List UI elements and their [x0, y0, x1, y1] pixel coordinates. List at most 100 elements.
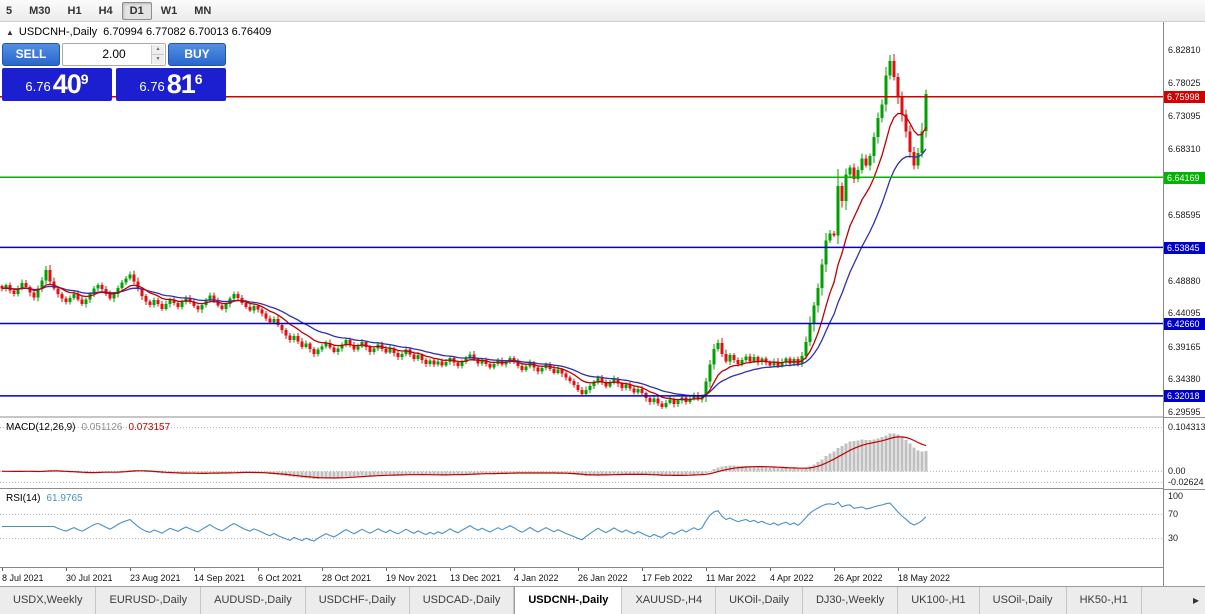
time-axis-label: 30 Jul 2021	[66, 573, 113, 583]
chart-title: ▲ USDCNH-,Daily 6.70994 6.77082 6.70013 6.…	[6, 26, 271, 38]
time-axis-label: 26 Apr 2022	[834, 573, 883, 583]
time-axis-label: 4 Apr 2022	[770, 573, 814, 583]
timeframe-button-5[interactable]: 5	[6, 4, 13, 17]
volume-field[interactable]: 2.00 ▲ ▼	[62, 43, 166, 66]
timeframe-button-d1[interactable]: D1	[121, 1, 152, 20]
timeframe-button-w1[interactable]: W1	[160, 4, 178, 17]
timeframe-button-h4[interactable]: H4	[98, 4, 113, 17]
tab-dj30-weekly[interactable]: DJ30-,Weekly	[803, 587, 899, 614]
sell-price-pipette: 9	[80, 71, 89, 87]
tab-usdx-weekly[interactable]: USDX,Weekly	[0, 587, 97, 614]
ohlc-values: 6.70994 6.77082 6.70013 6.76409	[103, 26, 272, 38]
tab-usdcad-daily[interactable]: USDCAD-,Daily	[410, 587, 515, 614]
time-axis-tick	[130, 568, 131, 571]
buy-price-pipette: 6	[194, 71, 203, 87]
candlesticks	[0, 53, 928, 409]
time-axis-label: 26 Jan 2022	[578, 573, 628, 583]
one-click-trading-panel: SELL 2.00 ▲ ▼ BUY 6.76 40 9 6.76	[2, 43, 226, 101]
price-tag: 6.75998	[1164, 91, 1205, 104]
buy-price-prefix: 6.76	[139, 79, 165, 94]
time-axis-label: 4 Jan 2022	[514, 573, 559, 583]
price-tag: 6.42660	[1164, 317, 1205, 330]
trade-panel-controls: SELL 2.00 ▲ ▼ BUY	[2, 43, 226, 66]
price-axis-label: 6.68310	[1168, 143, 1201, 154]
price-axis-label: 6.78025	[1168, 77, 1201, 88]
price-tag: 6.32018	[1164, 390, 1205, 403]
tab-hk50-h1[interactable]: HK50-,H1	[1067, 587, 1142, 614]
time-axis-label: 17 Feb 2022	[642, 573, 693, 583]
sell-price-button[interactable]: 6.76 40 9	[2, 68, 112, 101]
macd-axis-label: -0.02624	[1168, 476, 1204, 487]
collapse-trade-panel-icon[interactable]: ▲	[6, 28, 14, 37]
time-axis-tick	[834, 568, 835, 571]
panel-separator	[1164, 417, 1205, 418]
rsi-axis-label: 100	[1168, 490, 1184, 501]
tab-scroll-right-icon[interactable]: ▸	[1189, 587, 1202, 613]
price-axis-label: 6.34380	[1168, 374, 1201, 385]
price-axis-label: 6.58595	[1168, 209, 1201, 220]
time-axis: 8 Jul 2021 30 Jul 2021 23 Aug 2021 14 Sep 2…	[0, 567, 1163, 586]
time-axis-label: 6 Oct 2021	[258, 573, 303, 583]
trade-panel-prices: 6.76 40 9 6.76 81 6	[2, 68, 226, 101]
macd-histogram	[0, 433, 928, 479]
ma-fast-line	[1, 112, 927, 401]
tab-usdchf-daily[interactable]: USDCHF-,Daily	[306, 587, 410, 614]
time-axis-tick	[258, 568, 259, 571]
time-axis-tick	[66, 568, 67, 571]
time-axis-tick	[770, 568, 771, 571]
macd-main-value: 0.051126	[81, 422, 123, 433]
price-axis-label: 6.29595	[1168, 406, 1201, 417]
time-axis-label: 23 Aug 2021	[130, 573, 181, 583]
sell-price-prefix: 6.76	[25, 79, 51, 94]
time-axis-tick	[578, 568, 579, 571]
price-axis: 6.828106.780256.730956.683106.635256.585…	[1163, 22, 1205, 586]
chart-area: ▲ USDCNH-,Daily 6.70994 6.77082 6.70013 6.…	[0, 22, 1205, 586]
buy-button[interactable]: BUY	[168, 43, 226, 66]
macd-signal-value: 0.073157	[128, 422, 171, 433]
timeframe-button-m30[interactable]: M30	[29, 4, 51, 17]
tab-usoil-daily[interactable]: USOil-,Daily	[980, 587, 1067, 614]
timeframe-toolbar: 5 M30 H1 H4 D1 W1 MN	[0, 0, 1205, 22]
tab-uk100-h1[interactable]: UK100-,H1	[898, 587, 980, 614]
volume-decrease-icon[interactable]: ▼	[152, 55, 164, 64]
chart-tab-bar: USDX,Weekly EURUSD-,Daily AUDUSD-,Daily USD…	[0, 586, 1205, 614]
price-tag: 6.64169	[1164, 171, 1205, 184]
timeframe-button-h1[interactable]: H1	[67, 4, 82, 17]
buy-price-big-digits: 81	[166, 69, 196, 99]
tab-usdcnh-daily[interactable]: USDCNH-,Daily	[514, 587, 623, 614]
tab-eurusd-daily[interactable]: EURUSD-,Daily	[96, 587, 202, 614]
price-axis-label: 6.39165	[1168, 341, 1201, 352]
time-axis-tick	[2, 568, 3, 571]
rsi-axis-label: 30	[1168, 533, 1179, 544]
time-axis-tick	[450, 568, 451, 571]
rsi-axis-label: 70	[1168, 508, 1179, 519]
time-axis-tick	[642, 568, 643, 571]
time-axis-label: 28 Oct 2021	[322, 573, 372, 583]
volume-increase-icon[interactable]: ▲	[152, 45, 164, 55]
macd-axis-label: 0.00	[1168, 465, 1186, 476]
tab-xauusd-h4[interactable]: XAUUSD-,H4	[622, 587, 717, 614]
time-axis-tick	[706, 568, 707, 571]
price-tag: 6.53845	[1164, 241, 1205, 254]
tab-audusd-daily[interactable]: AUDUSD-,Daily	[201, 587, 306, 614]
time-axis-tick	[898, 568, 899, 571]
rsi-indicator-label: RSI(14) 61.9765	[6, 493, 89, 504]
sell-price-big-digits: 40	[52, 69, 82, 99]
timeframe-button-mn[interactable]: MN	[194, 4, 212, 17]
macd-signal-line	[2, 436, 927, 479]
tab-ukoil-daily[interactable]: UKOil-,Daily	[716, 587, 803, 614]
time-axis-label: 14 Sep 2021	[194, 573, 246, 583]
buy-price-button[interactable]: 6.76 81 6	[116, 68, 226, 101]
price-axis-label: 6.73095	[1168, 111, 1201, 122]
tab-list: USDX,Weekly EURUSD-,Daily AUDUSD-,Daily USD…	[0, 587, 1205, 614]
sell-button[interactable]: SELL	[2, 43, 60, 66]
chart-canvas[interactable]	[0, 22, 1163, 567]
symbol-period-label: USDCNH-,Daily	[18, 26, 98, 38]
volume-value: 2.00	[102, 47, 126, 61]
macd-axis-label: 0.104313	[1168, 422, 1205, 433]
time-axis-label: 8 Jul 2021	[2, 573, 44, 583]
macd-name: MACD(12,26,9)	[6, 422, 76, 433]
macd-indicator-label: MACD(12,26,9) 0.051126 0.073157	[6, 422, 176, 433]
time-axis-label: 18 May 2022	[898, 573, 951, 583]
